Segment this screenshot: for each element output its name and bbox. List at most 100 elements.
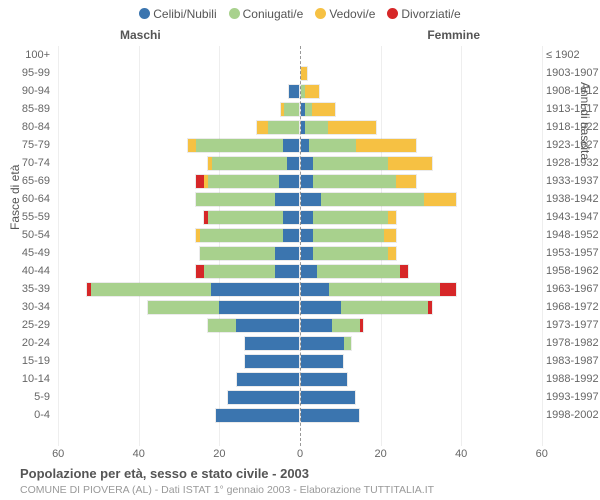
legend-swatch xyxy=(229,8,240,19)
birth-year-label: 1963-1967 xyxy=(542,280,600,298)
bar-segment xyxy=(344,337,352,350)
bar-segment xyxy=(196,175,204,188)
age-row: 70-74 1928-1932 xyxy=(0,154,600,172)
legend-swatch xyxy=(139,8,150,19)
age-label: 45-49 xyxy=(0,244,54,262)
bar-area xyxy=(58,172,542,190)
header-maschi: Maschi xyxy=(120,28,161,42)
bar-femmine xyxy=(300,246,397,261)
birth-year-label: 1988-1992 xyxy=(542,370,600,388)
bar-maschi xyxy=(86,282,300,297)
birth-year-label: 1908-1912 xyxy=(542,82,600,100)
bar-femmine xyxy=(300,390,356,405)
bar-segment xyxy=(317,265,400,278)
bar-segment xyxy=(208,319,236,332)
bar-segment xyxy=(313,247,388,260)
bar-maschi xyxy=(187,138,300,153)
birth-year-label: 1993-1997 xyxy=(542,388,600,406)
bar-segment xyxy=(301,355,343,368)
bar-area xyxy=(58,262,542,280)
bar-femmine xyxy=(300,138,417,153)
bar-femmine xyxy=(300,318,364,333)
bar-segment xyxy=(305,85,320,98)
bar-maschi xyxy=(207,318,300,333)
bar-area xyxy=(58,154,542,172)
bar-area xyxy=(58,190,542,208)
bar-segment xyxy=(313,229,384,242)
bar-segment xyxy=(312,103,335,116)
bar-area xyxy=(58,370,542,388)
age-row: 35-391963-1967 xyxy=(0,280,600,298)
bar-area xyxy=(58,100,542,118)
bar-segment xyxy=(321,193,424,206)
age-label: 20-24 xyxy=(0,334,54,352)
bar-area xyxy=(58,352,542,370)
bar-segment xyxy=(301,391,355,404)
bar-segment xyxy=(237,373,299,386)
bar-segment xyxy=(384,229,396,242)
bar-maschi xyxy=(147,300,300,315)
bar-segment xyxy=(204,265,275,278)
age-row: 95-991903-1907 xyxy=(0,64,600,82)
age-row: 5-91993-1997 xyxy=(0,388,600,406)
age-label: 85-89 xyxy=(0,100,54,118)
population-pyramid-chart: Celibi/NubiliConiugati/eVedovi/eDivorzia… xyxy=(0,0,600,500)
bar-segment xyxy=(301,175,313,188)
age-label: 10-14 xyxy=(0,370,54,388)
birth-year-label: 1958-1962 xyxy=(542,262,600,280)
bar-segment xyxy=(196,193,275,206)
age-row: 75-791923-1927 xyxy=(0,136,600,154)
age-label: 0-4 xyxy=(0,406,54,424)
bar-area xyxy=(58,226,542,244)
age-row: 25-29 1973-1977 xyxy=(0,316,600,334)
legend-item: Vedovi/e xyxy=(315,6,375,21)
legend-item: Coniugati/e xyxy=(229,6,304,21)
bar-segment xyxy=(228,391,299,404)
bar-maschi xyxy=(195,228,300,243)
bar-segment xyxy=(388,247,396,260)
bar-femmine xyxy=(300,336,352,351)
age-row: 45-491953-1957 xyxy=(0,244,600,262)
bar-area xyxy=(58,64,542,82)
chart-title: Popolazione per età, sesso e stato civil… xyxy=(20,466,309,481)
birth-year-label: 1983-1987 xyxy=(542,352,600,370)
bar-area xyxy=(58,298,542,316)
bar-area xyxy=(58,46,542,64)
bar-segment xyxy=(313,157,388,170)
bar-area xyxy=(58,118,542,136)
bar-segment xyxy=(440,283,456,296)
birth-year-label: 1973-1977 xyxy=(542,316,600,334)
bar-femmine xyxy=(300,120,377,135)
bar-segment xyxy=(301,283,329,296)
legend-swatch xyxy=(387,8,398,19)
bar-segment xyxy=(328,121,375,134)
age-label: 25-29 xyxy=(0,316,54,334)
legend: Celibi/NubiliConiugati/eVedovi/eDivorzia… xyxy=(0,6,600,21)
bar-segment xyxy=(279,175,299,188)
legend-label: Coniugati/e xyxy=(243,7,304,21)
bar-femmine xyxy=(300,66,308,81)
birth-year-label: 1913-1917 xyxy=(542,100,600,118)
age-row: 65-691933-1937 xyxy=(0,172,600,190)
bar-segment xyxy=(268,121,299,134)
age-label: 60-64 xyxy=(0,190,54,208)
age-label: 75-79 xyxy=(0,136,54,154)
x-tick: 0 xyxy=(297,448,303,460)
bar-femmine xyxy=(300,102,336,117)
age-label: 40-44 xyxy=(0,262,54,280)
age-row: 50-541948-1952 xyxy=(0,226,600,244)
bar-segment xyxy=(208,175,279,188)
bar-segment xyxy=(236,319,299,332)
bar-area xyxy=(58,316,542,334)
age-row: 10-14 1988-1992 xyxy=(0,370,600,388)
bar-segment xyxy=(301,139,309,152)
bar-maschi xyxy=(215,408,300,423)
bar-segment xyxy=(148,301,220,314)
age-label: 90-94 xyxy=(0,82,54,100)
bar-segment xyxy=(301,157,313,170)
age-label: 100+ xyxy=(0,46,54,64)
birth-year-label: 1928-1932 xyxy=(542,154,600,172)
age-label: 70-74 xyxy=(0,154,54,172)
age-label: 15-19 xyxy=(0,352,54,370)
bar-segment xyxy=(332,319,359,332)
